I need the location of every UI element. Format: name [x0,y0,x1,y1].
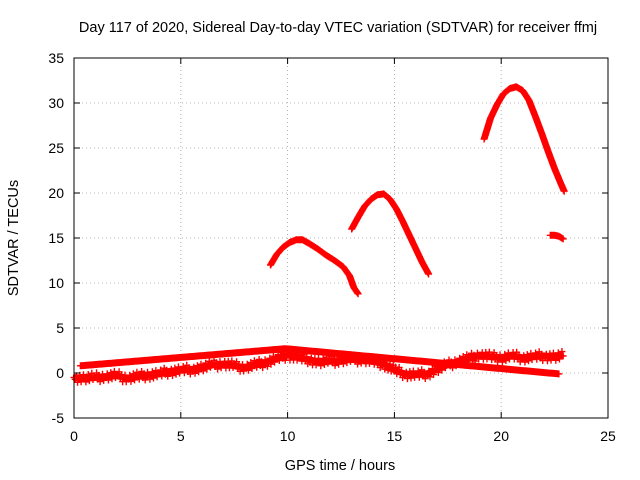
series-markers [76,345,563,378]
y-tick-label: 10 [48,275,64,291]
x-tick-label: 0 [70,428,78,444]
series-markers [546,231,567,243]
y-tick-label: 25 [48,140,64,156]
x-tick-label: 10 [280,428,296,444]
y-tick-label: 20 [48,185,64,201]
chart-title: Day 117 of 2020, Sidereal Day-to-day VTE… [79,20,597,36]
series-arc-1 [267,236,362,298]
series-arc-3-tail [546,231,567,243]
series-markers [267,236,362,298]
series-baseline-spikes [76,345,563,378]
series-markers [480,83,568,195]
series-arc-2 [348,190,433,278]
x-tick-label: 20 [493,428,509,444]
x-tick-label: 15 [387,428,403,444]
y-axis-label: SDTVAR / TECUs [6,180,22,296]
series-markers [348,190,433,278]
y-tick-label: -5 [52,410,65,426]
y-tick-label: 15 [48,230,64,246]
y-tick-label: 0 [56,365,64,381]
y-tick-label: 35 [48,50,64,66]
series-arc-3 [480,83,568,195]
x-tick-label: 5 [177,428,185,444]
y-tick-label: 5 [56,320,64,336]
y-tick-label: 30 [48,95,64,111]
x-axis-label: GPS time / hours [285,458,395,474]
axis-ticks: 0 5 10 15 20 25 -5 0 5 10 15 20 25 30 35 [48,50,616,444]
x-tick-label: 25 [600,428,616,444]
data-points [70,83,568,386]
